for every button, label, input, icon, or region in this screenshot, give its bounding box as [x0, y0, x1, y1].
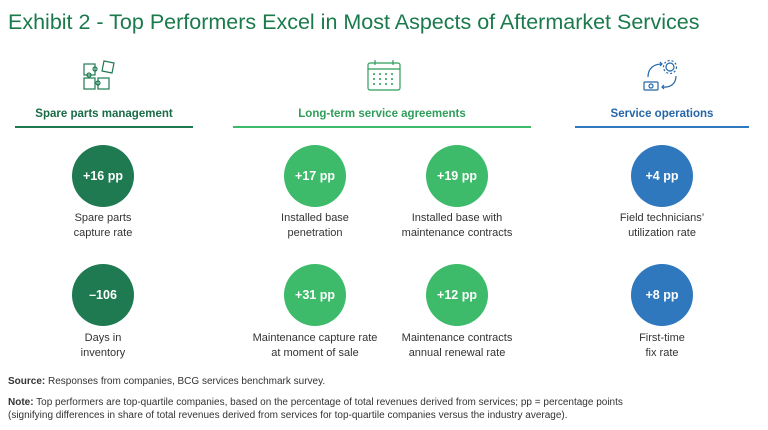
metric-label-spare-parts-capture: Spare parts capture rate	[73, 212, 133, 239]
metric-label-days-in-inventory: Days in inventory	[80, 332, 126, 359]
note-label: Note:	[8, 397, 34, 408]
calendar-icon	[362, 58, 406, 94]
gear-cycle-icon	[640, 58, 684, 94]
metric-label-installed-base-penetration: Installed base penetration	[281, 212, 349, 239]
note-text-line2: (signifying differences in share of tota…	[8, 409, 568, 421]
metric-circle-maintenance-capture: +31 pp	[284, 264, 346, 326]
metric-label-technician-utilization: Field technicians’ utilization rate	[619, 212, 705, 239]
source-text: Responses from companies, BCG services b…	[45, 376, 326, 387]
metric-circle-first-time-fix: +8 pp	[631, 264, 693, 326]
metric-circle-renewal-rate: +12 pp	[426, 264, 488, 326]
divider-spare-parts	[15, 126, 193, 128]
metric-label-renewal-rate: Maintenance contracts annual renewal rat…	[401, 332, 513, 359]
heading-spare-parts: Spare parts management	[35, 108, 173, 120]
heading-service-operations: Service operations	[610, 108, 714, 120]
heading-service-agreements: Long-term service agreements	[298, 108, 466, 120]
metric-circle-installed-base-penetration: +17 pp	[284, 145, 346, 207]
exhibit-title: Exhibit 2 - Top Performers Excel in Most…	[8, 10, 700, 34]
footnote: Note: Top performers are top-quartile co…	[8, 397, 763, 422]
divider-service-operations	[575, 126, 749, 128]
metric-circle-spare-parts-capture: +16 pp	[72, 145, 134, 207]
metric-label-installed-base-contracts: Installed base with maintenance contract…	[401, 212, 513, 239]
divider-service-agreements	[233, 126, 531, 128]
source-note: Source: Responses from companies, BCG se…	[8, 376, 325, 389]
puzzle-pieces-icon	[80, 58, 124, 94]
note-text-line1: Top performers are top-quartile companie…	[33, 397, 623, 408]
metric-circle-installed-base-contracts: +19 pp	[426, 145, 488, 207]
metric-label-maintenance-capture: Maintenance capture rate at moment of sa…	[252, 332, 378, 359]
source-label: Source:	[8, 376, 46, 387]
metric-circle-technician-utilization: +4 pp	[631, 145, 693, 207]
metric-circle-days-in-inventory: –106	[72, 264, 134, 326]
metric-label-first-time-fix: First-time fix rate	[639, 332, 685, 359]
